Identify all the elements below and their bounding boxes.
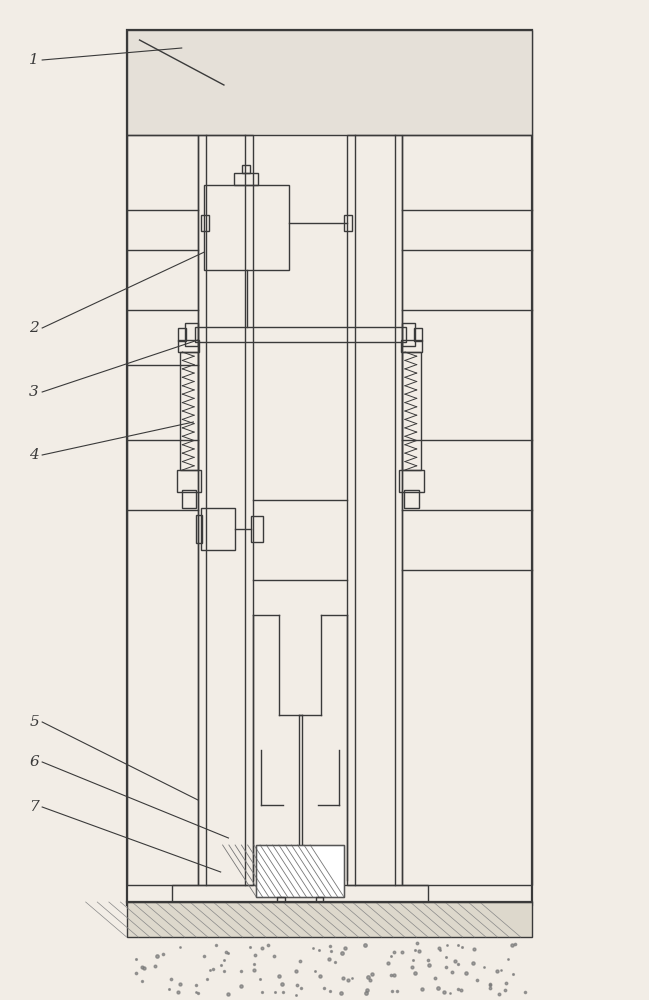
Bar <box>177 470 201 492</box>
Bar <box>344 215 352 231</box>
Bar <box>402 135 532 885</box>
Bar <box>256 845 344 897</box>
Bar <box>256 845 344 897</box>
Bar <box>178 340 199 352</box>
Bar <box>399 470 424 492</box>
Text: 2: 2 <box>29 321 39 335</box>
Bar <box>182 490 196 508</box>
Bar <box>195 327 406 342</box>
Bar <box>172 885 428 913</box>
Bar <box>180 352 198 470</box>
Bar <box>234 173 258 185</box>
Text: 6: 6 <box>29 755 39 769</box>
Text: 7: 7 <box>29 800 39 814</box>
Bar <box>178 328 186 341</box>
Bar <box>201 215 209 231</box>
Bar <box>185 323 198 346</box>
Bar <box>313 910 326 920</box>
Bar <box>198 135 253 885</box>
Bar <box>414 328 422 341</box>
Bar <box>347 135 402 885</box>
Bar <box>277 897 285 915</box>
Bar <box>241 165 250 173</box>
Text: 3: 3 <box>29 385 39 399</box>
Bar <box>127 30 532 135</box>
Bar <box>404 490 419 508</box>
Bar <box>201 508 235 550</box>
Bar <box>127 135 198 885</box>
Bar <box>402 352 421 470</box>
Bar <box>401 340 422 352</box>
Bar <box>251 516 263 542</box>
Bar <box>402 323 415 346</box>
Bar <box>315 897 323 915</box>
Text: 5: 5 <box>29 715 39 729</box>
Bar <box>127 30 532 905</box>
Text: 4: 4 <box>29 448 39 462</box>
Bar <box>275 910 288 920</box>
Bar <box>196 515 202 543</box>
Bar <box>127 902 532 937</box>
Bar <box>204 185 289 270</box>
Text: 1: 1 <box>29 53 39 67</box>
